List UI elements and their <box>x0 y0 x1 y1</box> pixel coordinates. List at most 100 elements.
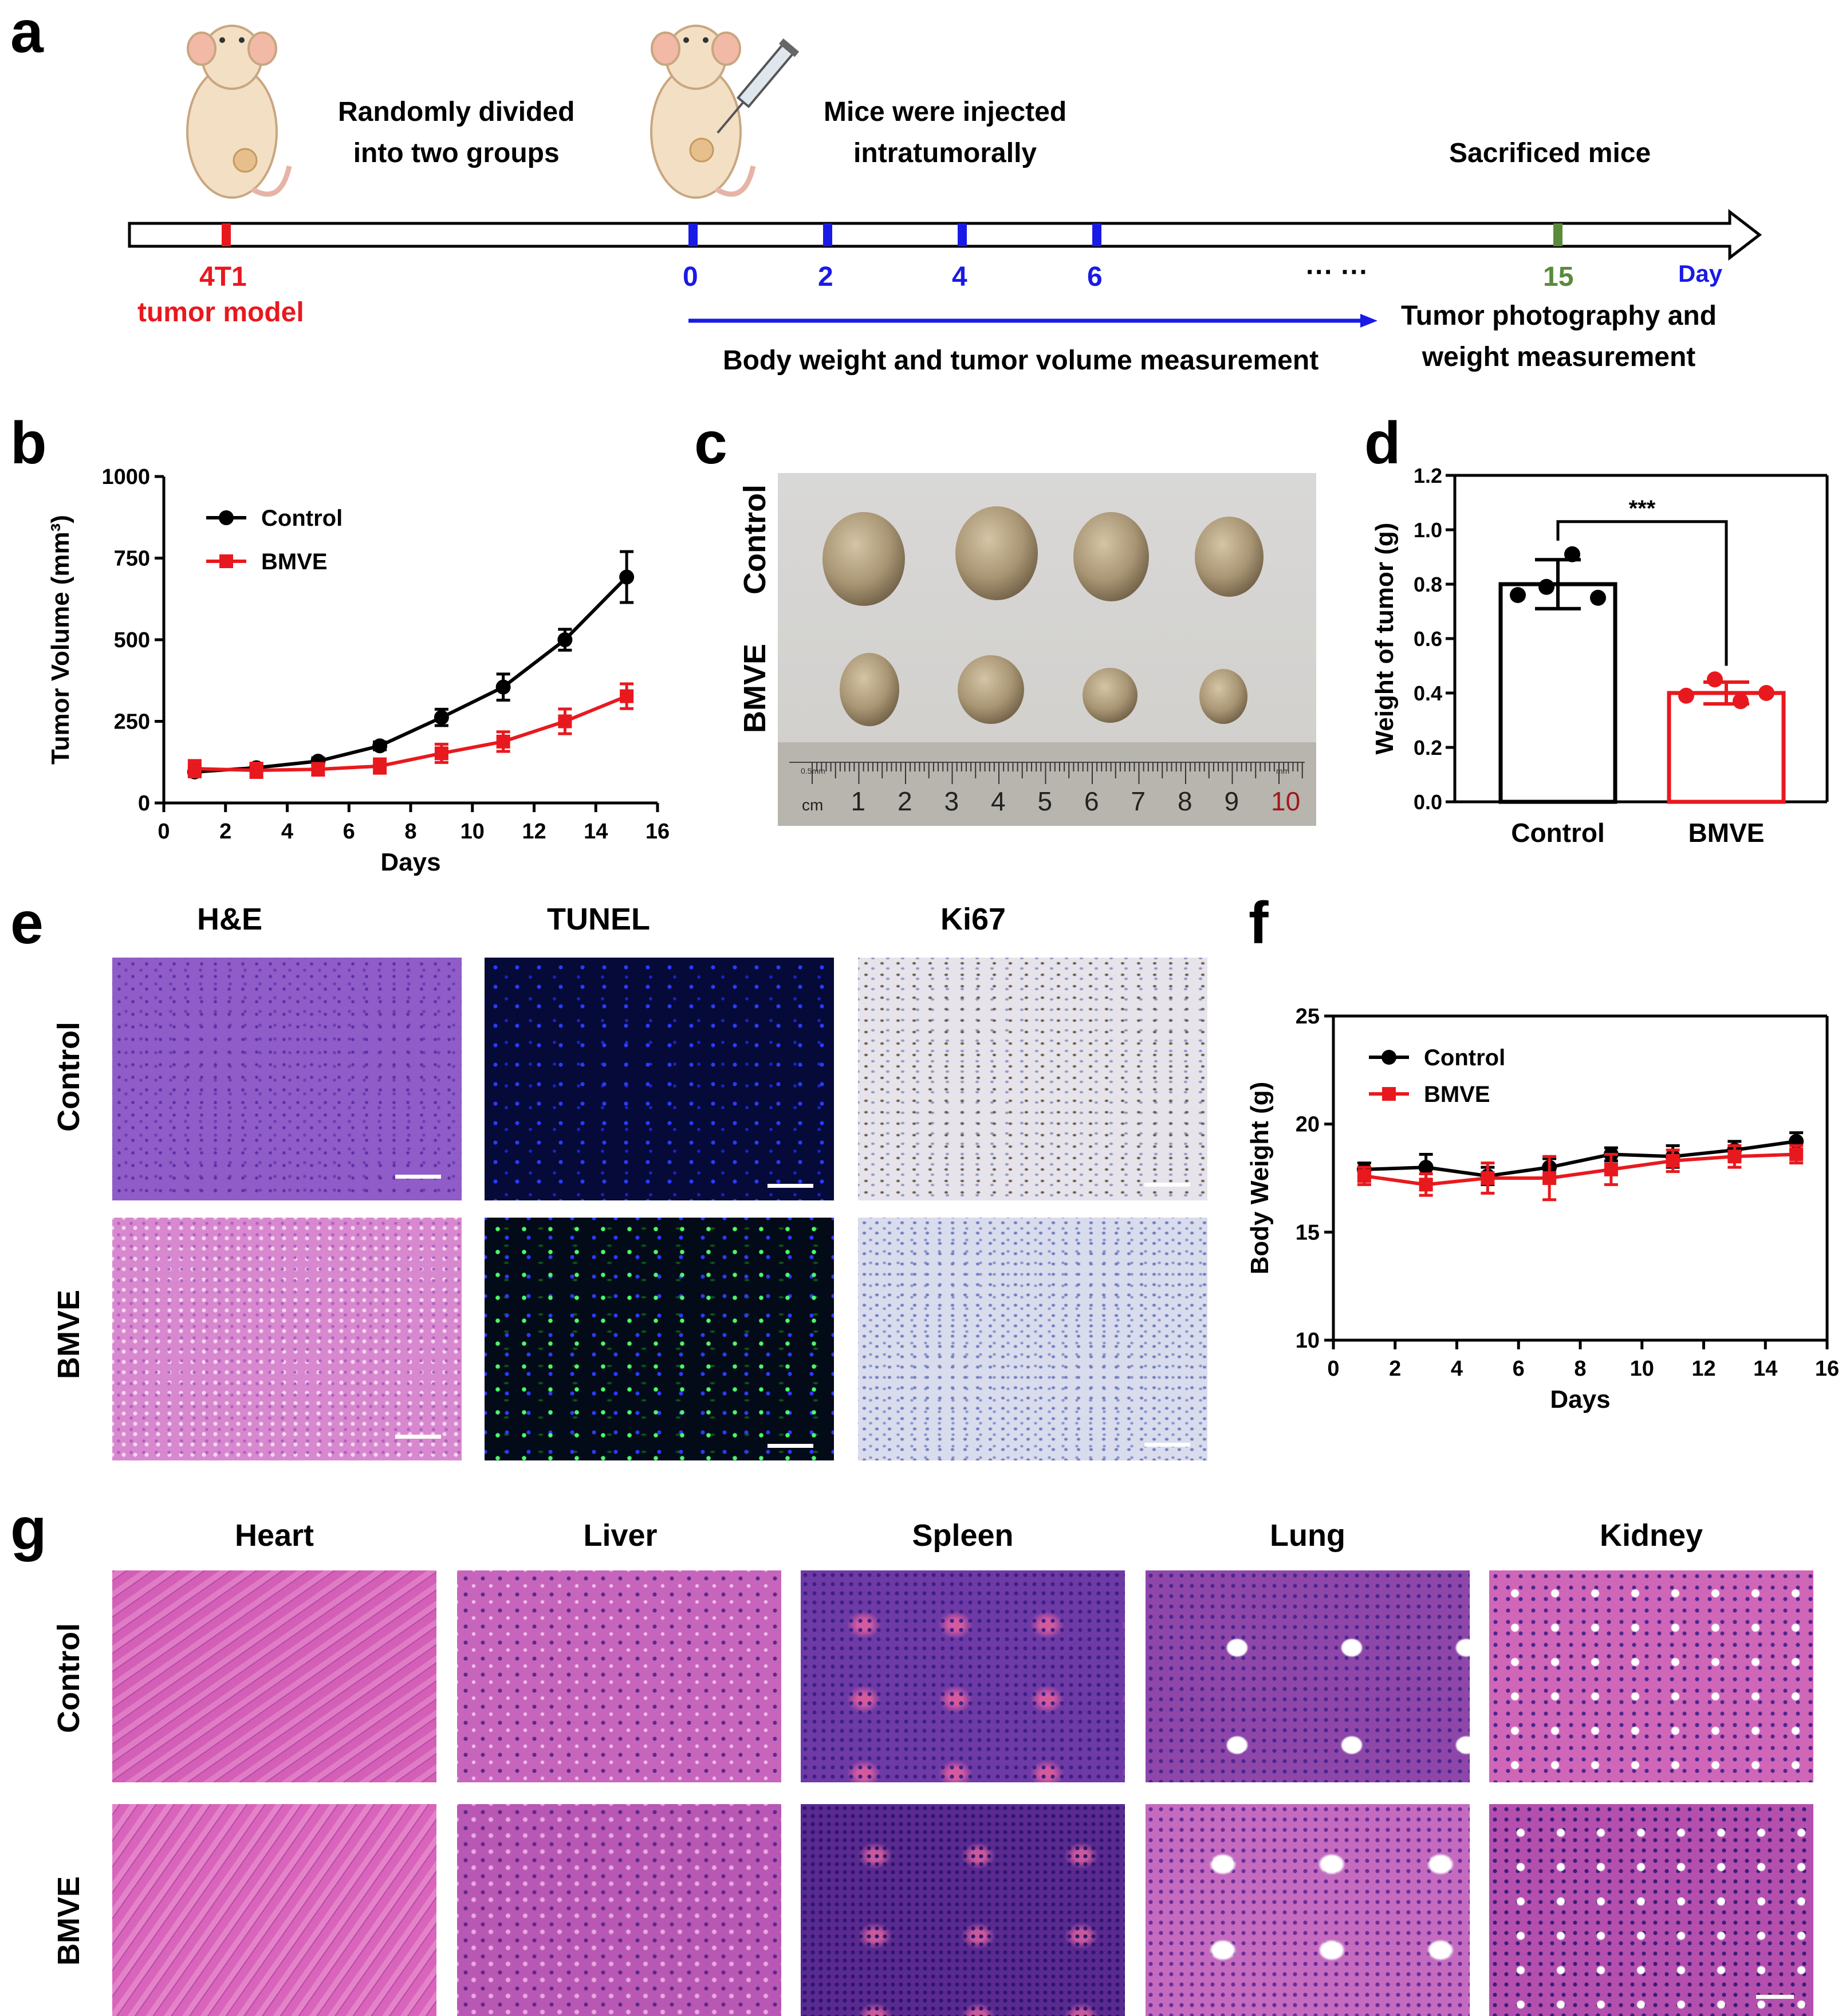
timeline-marker-day6 <box>1092 223 1101 246</box>
timeline-day-6: 6 <box>1087 262 1103 292</box>
data-point-bmve <box>1666 1153 1680 1168</box>
timeline-marker-day0 <box>688 223 698 246</box>
x-tick-label: 14 <box>1753 1357 1777 1381</box>
x-tick-label: 10 <box>1630 1357 1654 1381</box>
ruler-number: 10 <box>1271 786 1301 816</box>
kidney-bmve-image <box>1489 1804 1813 2016</box>
scale-bar <box>1144 1443 1190 1447</box>
legend-marker-bmve <box>1382 1087 1396 1101</box>
tumor-specimen <box>955 506 1038 600</box>
g-col-header-lung: Lung <box>1270 1518 1345 1553</box>
data-point-control <box>1590 589 1606 606</box>
scale-bar <box>1756 1995 1794 1999</box>
x-tick-label: 16 <box>646 820 670 844</box>
e-col-header-ki67: Ki67 <box>940 902 1006 936</box>
panel-label-a: a <box>10 0 44 65</box>
y-tick-label: 15 <box>1296 1220 1320 1245</box>
y-tick-label: 0.4 <box>1414 682 1442 705</box>
timeline-marker-day4 <box>958 223 967 246</box>
data-point-control <box>557 632 573 647</box>
x-tick-label: 14 <box>584 820 608 844</box>
data-point-bmve <box>620 689 634 703</box>
g-col-header-liver: Liver <box>583 1518 658 1553</box>
bar-control <box>1498 582 1617 804</box>
legend-label-control: Control <box>1424 1045 1505 1070</box>
y-tick-label: 0.6 <box>1414 627 1442 651</box>
y-tick-label: 0.0 <box>1414 790 1442 814</box>
ruler-number: 3 <box>944 786 959 816</box>
data-point-bmve <box>1733 693 1749 710</box>
panel-label-e: e <box>10 890 44 956</box>
tumor-specimen <box>958 655 1024 724</box>
ruler-number: 2 <box>898 786 912 816</box>
legend-label-bmve: BMVE <box>261 549 328 574</box>
y-tick-label: 0.2 <box>1414 736 1442 759</box>
tumor-specimen <box>1199 669 1247 724</box>
y-tick-label: 750 <box>114 547 150 571</box>
data-point-bmve <box>373 759 387 773</box>
x-axis-label: Days <box>380 848 440 876</box>
heart-bmve-image <box>112 1804 436 2016</box>
tumor-photo-specimens <box>778 506 1316 826</box>
panel-label-b: b <box>10 410 47 477</box>
tumor-specimen <box>1195 517 1264 597</box>
data-point-bmve <box>1419 1178 1433 1192</box>
g-col-header-kidney: Kidney <box>1599 1518 1703 1553</box>
ruler-number: 5 <box>1037 786 1053 816</box>
data-point-bmve <box>1481 1171 1495 1185</box>
x-tick-label: 2 <box>1389 1357 1401 1381</box>
data-point-control <box>1418 1160 1434 1175</box>
significance-label: *** <box>1629 496 1656 521</box>
e-col-header-tunel: TUNEL <box>547 902 650 936</box>
ruler-small-left: 0.5mm <box>801 766 825 775</box>
tumor-specimen <box>1083 668 1138 723</box>
y-axis-label: Body Weight (g) <box>1246 1082 1274 1274</box>
data-point-control <box>495 679 511 695</box>
data-point-bmve <box>1604 1162 1618 1176</box>
ruler <box>778 742 1316 826</box>
y-tick-label: 25 <box>1296 1005 1320 1029</box>
timeline-measurement-arrow <box>688 314 1377 328</box>
data-point-control <box>1510 587 1526 603</box>
legend-marker-control <box>1382 1050 1396 1065</box>
ruler-unit: cm <box>802 796 824 814</box>
lung-control-image <box>1146 1570 1470 1782</box>
timeline-day-4: 4 <box>952 262 967 292</box>
ruler-number: 1 <box>851 786 866 816</box>
timeline-mouse-injection-icon <box>650 25 800 199</box>
data-point-bmve <box>311 762 325 777</box>
x-tick-label: BMVE <box>1688 818 1765 848</box>
timeline-marker-day15 <box>1553 223 1562 246</box>
timeline-marker-model <box>222 223 231 246</box>
scale-bar <box>768 1444 813 1448</box>
y-axis-label: Weight of tumor (g) <box>1371 523 1399 755</box>
data-point-control <box>1538 578 1554 595</box>
panel-label-g: g <box>10 1496 47 1562</box>
ruler-number: 8 <box>1178 786 1192 816</box>
y-axis-label: Tumor Volume (mm³) <box>46 515 74 765</box>
series-line-bmve <box>194 694 628 773</box>
ruler-number: 7 <box>1131 786 1146 816</box>
data-point-bmve <box>1789 1147 1804 1161</box>
ruler-number: 9 <box>1224 786 1239 816</box>
x-tick-label: 4 <box>281 820 293 844</box>
ruler-small-right: mm <box>1276 766 1290 775</box>
panel-label-c: c <box>694 410 727 477</box>
x-tick-label: 10 <box>460 820 485 844</box>
timeline-day-0: 0 <box>683 262 698 292</box>
e-row-label-bmve: BMVE <box>52 1289 86 1380</box>
data-point-bmve <box>1707 671 1723 688</box>
liver-control-image <box>457 1570 781 1782</box>
timeline-caption-random: Randomly divided into two groups <box>338 97 575 168</box>
g-col-header-spleen: Spleen <box>912 1518 1014 1553</box>
data-point-control <box>434 710 449 725</box>
scale-bar <box>1144 1183 1190 1187</box>
g-row-label-bmve: BMVE <box>52 1876 86 1966</box>
photo-row-label-bmve: BMVE <box>738 643 772 734</box>
x-tick-label: 16 <box>1815 1357 1839 1381</box>
legend-marker-bmve <box>219 554 233 568</box>
legend-marker-control <box>219 510 234 525</box>
data-point-control <box>619 569 635 585</box>
timeline-marker-day2 <box>823 223 832 246</box>
timeline-mouse-icon-left <box>186 25 292 199</box>
